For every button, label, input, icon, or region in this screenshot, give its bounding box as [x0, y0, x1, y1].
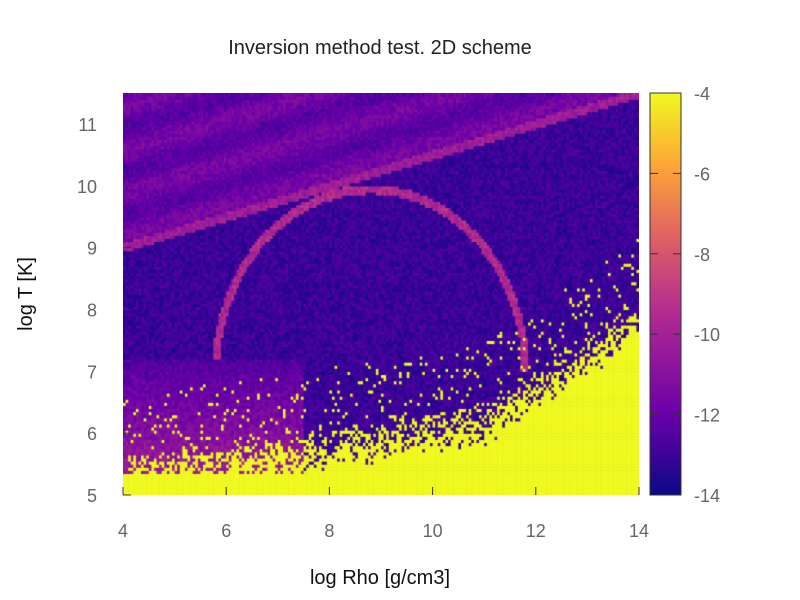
y-tick-label: 6 [87, 424, 97, 444]
y-tick-label: 8 [87, 300, 97, 320]
colorbar: -4 -6 -8 -10 -12 -14 [649, 84, 720, 506]
colorbar-tick-label: -6 [694, 164, 710, 184]
heatmap-raster [123, 93, 639, 495]
y-tick-label: 7 [87, 362, 97, 382]
x-tick-label: 8 [324, 521, 334, 541]
y-axis: 5 6 7 8 9 10 11 [77, 115, 131, 506]
y-tick-label: 9 [87, 239, 97, 259]
colorbar-tick-label: -12 [694, 406, 720, 426]
x-axis: 4 6 8 10 12 14 [118, 487, 649, 541]
y-tick-label: 5 [87, 486, 97, 506]
x-axis-label: log Rho [g/cm3] [310, 567, 450, 589]
colorbar-ticks: -4 -6 -8 -10 -12 -14 [650, 84, 720, 506]
x-tick-label: 12 [526, 521, 546, 541]
colorbar-tick-label: -10 [694, 325, 720, 345]
heatmap-raster-holder [123, 93, 639, 495]
x-tick-label: 4 [118, 521, 128, 541]
chart-title: Inversion method test. 2D scheme [228, 37, 531, 59]
y-axis-label: log T [K] [15, 257, 37, 331]
colorbar-tick-label: -4 [694, 84, 710, 104]
colorbar-tick-label: -8 [694, 245, 710, 265]
x-tick-label: 14 [629, 521, 649, 541]
x-tick-label: 6 [221, 521, 231, 541]
y-tick-label: 10 [77, 177, 97, 197]
x-tick-label: 10 [423, 521, 443, 541]
colorbar-gradient [649, 92, 682, 496]
colorbar-tick-label: -14 [694, 486, 720, 506]
y-tick-label: 11 [78, 115, 97, 135]
